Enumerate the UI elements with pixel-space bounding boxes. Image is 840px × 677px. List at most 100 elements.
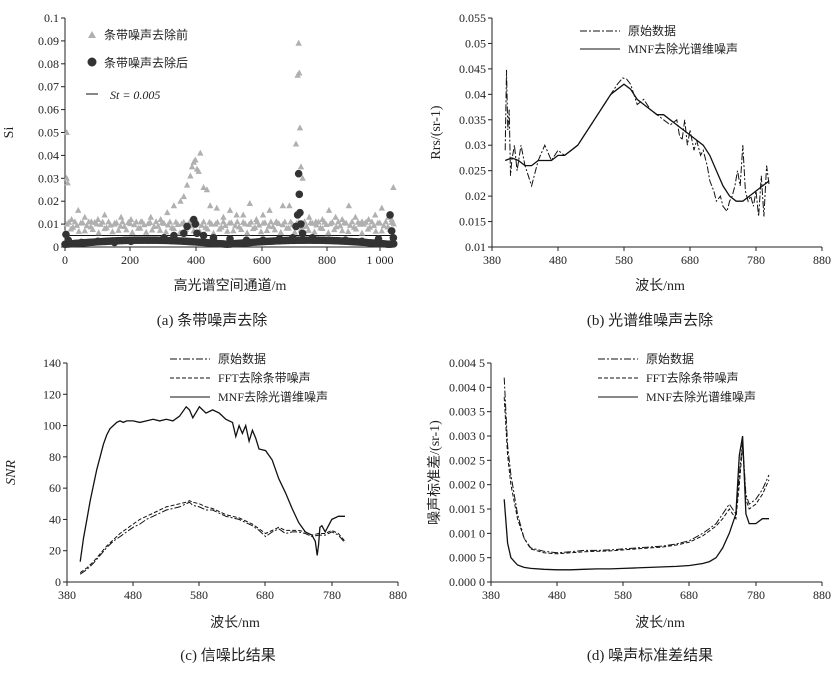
scatter-point (99, 218, 106, 225)
scatter-point (88, 218, 95, 225)
panel-caption: (b) 光谱维噪声去除 (587, 311, 713, 329)
y-tick-label: 0.04 (465, 87, 486, 101)
scatter-point (214, 218, 221, 225)
x-tick-label: 1 000 (367, 253, 394, 267)
scatter-point (281, 218, 288, 225)
x-axis-label: 波长/nm (635, 278, 685, 294)
scatter-point (344, 227, 352, 234)
x-tick-label: 0 (62, 253, 68, 267)
scatter-point (309, 219, 316, 226)
scatter-point (335, 218, 342, 225)
x-tick-label: 780 (747, 253, 765, 267)
scatter-point (303, 222, 310, 229)
scatter-point (183, 181, 191, 188)
scatter-point (329, 218, 336, 225)
scatter-point (228, 219, 235, 226)
scatter-point (218, 223, 225, 230)
scatter-point (148, 226, 156, 233)
y-axis-label: Si (2, 127, 17, 139)
scatter-point (200, 183, 207, 190)
scatter-point (243, 229, 251, 236)
scatter-point (119, 218, 126, 225)
scatter-point (275, 220, 283, 227)
series-line-1 (504, 83, 770, 202)
scatter-point (133, 218, 140, 225)
y-tick-label: 0.08 (38, 57, 59, 71)
y-tick-label: 0.02 (38, 194, 59, 208)
y-tick-label: 0.004 0 (449, 380, 485, 394)
legend-label: MNF去除光谱维噪声 (628, 41, 738, 56)
scatter-point (81, 213, 88, 220)
scatter-point (265, 222, 273, 229)
scatter-point (68, 216, 75, 223)
legend-label: 原始数据 (628, 23, 676, 38)
legend-label: FFT去除条带噪声 (218, 370, 311, 385)
scatter-point (95, 229, 102, 236)
scatter-point (358, 237, 366, 246)
scatter-point (94, 216, 102, 223)
scatter-point (63, 129, 70, 135)
scatter-point (94, 237, 102, 246)
scatter-point (241, 220, 249, 227)
chart-panel-d: 0.000 0 0.000 5 0.001 0 0.001 5 0.002 0 0.002… (427, 351, 831, 664)
y-tick-label: 0.055 (459, 11, 486, 25)
scatter-point (257, 228, 265, 235)
scatter-point (77, 238, 86, 247)
scatter-point (142, 228, 150, 235)
legend: 原始数据 FFT去除条带噪声 MNF去除光谱维噪声 (170, 351, 328, 404)
y-tick-label: 0.05 (38, 126, 59, 140)
scatter-point (137, 224, 144, 231)
scatter-point (366, 223, 374, 230)
scatter-point (230, 227, 237, 234)
scatter-point (79, 219, 87, 226)
scatter-point (306, 213, 313, 220)
scatter-point (73, 221, 81, 228)
panel-caption: (a) 条带噪声去除 (157, 311, 267, 329)
y-tick-label: 0.05 (465, 36, 486, 50)
y-tick-label: 0.09 (38, 34, 59, 48)
scatter-point (296, 124, 304, 131)
scatter-point (297, 163, 305, 170)
scatter-point (123, 226, 130, 233)
scatter-point (352, 213, 359, 220)
legend-label: MNF去除光谱维噪声 (646, 389, 756, 404)
scatter-point (387, 227, 396, 235)
scatter-point (89, 225, 96, 232)
scatter-point (341, 236, 350, 244)
scatter-point (266, 206, 273, 213)
y-tick-label: 0.04 (38, 148, 59, 162)
scatter-point (199, 231, 208, 240)
scatter-point (69, 223, 77, 230)
scatter-point (246, 199, 253, 206)
x-tick-label: 880 (389, 588, 407, 602)
y-tick-label: 0.015 (459, 215, 486, 229)
scatter-point (275, 235, 284, 243)
x-tick-label: 680 (680, 588, 698, 602)
scatter-point (313, 221, 320, 228)
scatter-point (209, 234, 218, 242)
x-axis-label: 波长/nm (635, 615, 685, 631)
legend-label: MNF去除光谱维噪声 (218, 389, 328, 404)
scatter-point (388, 216, 395, 223)
y-tick-label: 0.000 5 (449, 551, 485, 565)
scatter-point (63, 174, 70, 181)
scatter-point (389, 234, 398, 242)
scatter-point (370, 221, 378, 228)
scatter-point (213, 204, 220, 211)
x-tick-label: 880 (813, 588, 831, 602)
scatter-point (299, 174, 306, 181)
scatter-point (64, 179, 71, 186)
scatter-point (160, 219, 168, 226)
scatter-point (127, 237, 135, 246)
scatter-point (365, 216, 372, 223)
scatter-point (325, 206, 333, 213)
scatter-point (242, 236, 251, 244)
x-tick-label: 600 (253, 253, 271, 267)
scatter-point (358, 229, 366, 236)
scatter-point (380, 222, 387, 229)
legend-label: FFT去除条带噪声 (646, 370, 739, 385)
x-tick-label: 380 (482, 588, 500, 602)
scatter-point (197, 149, 204, 156)
